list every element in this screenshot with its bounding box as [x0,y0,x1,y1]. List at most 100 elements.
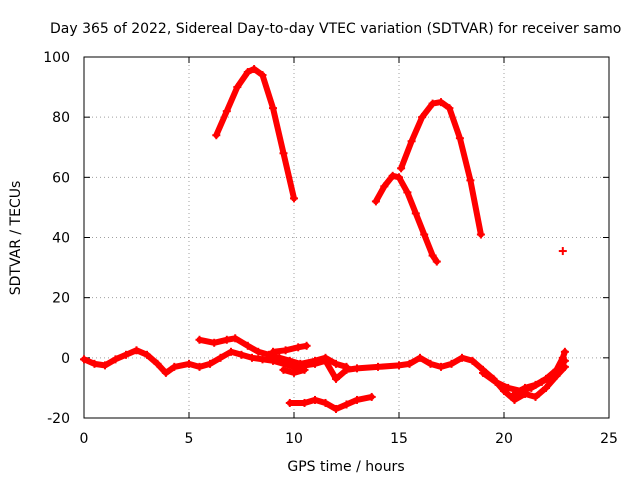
y-tick-label: 0 [61,351,70,367]
data-point [395,361,403,370]
data-point [143,350,151,359]
data-point [426,359,435,368]
y-tick-label: 80 [52,110,70,126]
data-point [101,361,109,370]
data-point [521,383,529,392]
data-point [388,171,397,180]
data-point [395,173,403,182]
data-point [437,362,445,371]
y-tick-label: 60 [52,170,70,186]
data-point [468,356,477,365]
x-tick-label: 25 [600,431,618,447]
axis-ticks: 0 5 10 15 20 25 -20 0 20 40 60 80 100 [43,50,618,447]
x-tick-label: 15 [390,431,408,447]
data-point [458,353,466,362]
data-point [237,350,246,359]
data-point [281,346,290,355]
x-tick-label: 20 [495,431,513,447]
data-point [90,359,99,368]
data-point [455,134,464,143]
data-point [321,398,330,407]
data-point [300,365,309,374]
chart-title: Day 365 of 2022, Sidereal Day-to-day VTE… [50,21,621,37]
series-arc-peak-85 [397,98,485,239]
y-tick-label: -20 [47,411,70,427]
data-point [302,341,311,350]
x-tick-label: 5 [185,431,194,447]
data-point [290,194,298,203]
data-point [279,365,288,374]
series-lower-arc [285,392,376,413]
data-point [206,359,214,368]
data-point [243,341,252,350]
data-point [403,188,412,197]
data-point [374,362,382,371]
data-point [222,107,231,116]
data-point [311,395,319,404]
data-point [250,65,259,74]
data-point [504,383,513,392]
data-point [195,335,204,344]
data-point [321,353,330,362]
series-baseline-c [269,341,311,356]
data-point [248,353,256,362]
data-point [558,353,567,362]
data-point [294,343,303,352]
data-point [447,359,456,368]
series-baseline-a [80,346,569,404]
data-point [432,257,441,266]
data-point [222,335,231,344]
y-tick-label: 100 [43,50,70,66]
series-baseline-f [510,347,569,398]
series-line [213,66,297,202]
data-point [466,176,475,185]
data-point [542,383,550,392]
data-point [279,149,288,158]
data-point [153,359,162,368]
data-point [397,164,406,173]
data-point [195,362,204,371]
data-point [510,389,519,398]
data-point [558,247,567,256]
data-point [80,355,88,364]
data-point [437,98,445,107]
data-point [367,392,376,401]
series-arc-peak-96 [212,65,298,203]
series-baseline-b [195,334,351,371]
data-point [371,197,380,206]
data-point [300,398,309,407]
data-point [342,400,351,409]
data-point [428,251,437,260]
data-point [122,350,130,359]
data-point [353,364,361,373]
data-point [411,209,420,218]
series-isolated-point [558,247,567,256]
data-point [332,359,340,368]
data-point [264,350,273,359]
data-point [210,338,219,347]
data-point [111,355,120,364]
data-point [296,359,305,368]
data-point [161,368,170,377]
data-point [170,362,179,371]
data-point [353,395,361,404]
data-series [80,65,569,413]
x-axis-label: GPS time / hours [287,459,404,475]
y-axis-label: SDTVAR / TECUs [8,181,24,296]
data-point [552,365,561,374]
grid-lines [84,57,609,418]
data-point [258,71,267,80]
series-arc-peak-61 [371,171,441,266]
data-point [269,347,277,356]
data-point [416,353,424,362]
y-tick-label: 40 [52,231,70,247]
series-line [270,342,310,355]
data-point [269,104,277,113]
data-point [233,83,242,92]
data-point [531,380,540,389]
data-point [531,392,540,401]
data-point [560,347,569,356]
data-point [418,113,427,122]
data-point [380,182,389,191]
x-tick-label: 0 [80,431,89,447]
